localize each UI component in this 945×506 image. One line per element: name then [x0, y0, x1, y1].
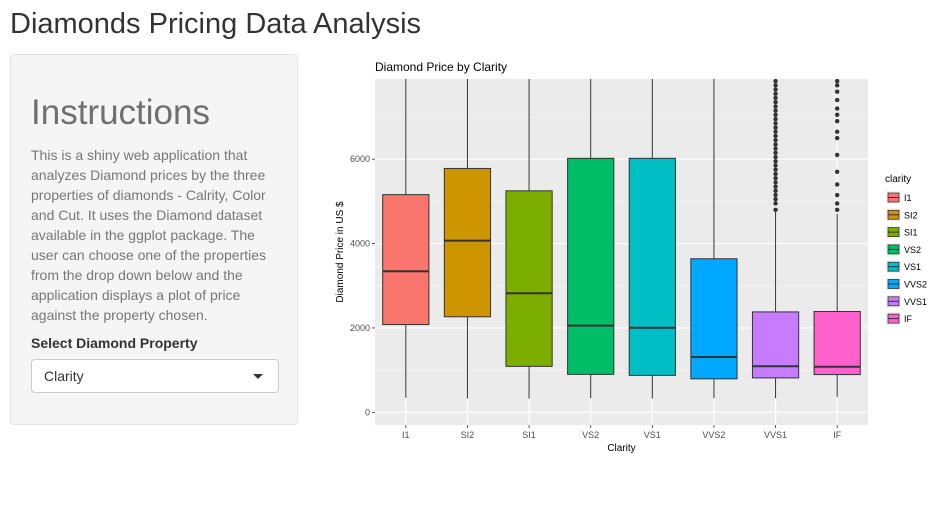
property-select-value: Clarity	[44, 368, 84, 384]
page-title: Diamonds Pricing Data Analysis	[10, 8, 422, 40]
legend-label: IF	[904, 314, 913, 324]
legend-label: SI2	[904, 210, 918, 220]
box-IF	[813, 310, 861, 376]
outlier-point	[773, 125, 778, 130]
outlier-point	[773, 108, 778, 113]
legend-label: VS2	[904, 245, 921, 255]
x-tick-label: VS2	[582, 430, 599, 440]
outlier-point	[773, 154, 778, 160]
outlier-point	[834, 106, 840, 111]
price-plot: Diamond Price by Clarity 0 2000 4000 6000 I1 S…	[325, 55, 940, 460]
outlier-point	[834, 118, 840, 124]
y-tick-label: 6000	[350, 154, 370, 164]
outlier-point	[773, 175, 778, 181]
x-tick-label: SI1	[522, 430, 536, 440]
outlier-point	[834, 83, 840, 88]
x-axis-title: Clarity	[607, 443, 635, 454]
outlier-point	[773, 150, 778, 156]
outlier-point	[773, 207, 778, 213]
x-tick-label: SI2	[461, 430, 475, 440]
x-tick-label: VS1	[644, 430, 661, 440]
x-tick-label: IF	[833, 430, 842, 440]
outlier-point	[834, 169, 840, 175]
y-tick-label: 0	[365, 407, 370, 417]
outlier-point	[773, 87, 778, 92]
sidebar-panel: Instructions This is a shiny web applica…	[10, 54, 298, 425]
outlier-point	[834, 201, 840, 206]
outlier-point	[773, 188, 778, 194]
y-tick-label: 4000	[350, 239, 370, 249]
y-tick-label: 2000	[350, 323, 370, 333]
outlier-point	[773, 142, 778, 147]
legend-title: clarity	[885, 174, 911, 185]
outlier-point	[773, 180, 778, 185]
x-tick-label: I1	[402, 430, 410, 440]
outlier-point	[834, 192, 840, 198]
outlier-point	[773, 201, 778, 206]
box-VVS2	[690, 258, 738, 380]
outlier-point	[773, 163, 778, 168]
outlier-point	[773, 159, 778, 164]
chevron-down-icon	[253, 374, 263, 379]
legend-label: VVS1	[904, 297, 927, 307]
x-tick-label: VVS2	[702, 430, 725, 440]
x-tick-label: VVS1	[764, 430, 787, 440]
chart-title: Diamond Price by Clarity	[375, 60, 507, 74]
property-select[interactable]: Clarity	[31, 359, 279, 393]
outlier-point	[773, 167, 778, 172]
outlier-point	[773, 78, 778, 84]
legend-label: I1	[904, 193, 912, 203]
outlier-point	[834, 78, 840, 84]
outlier-point	[834, 89, 840, 94]
box-SI2	[443, 167, 492, 318]
outlier-point	[834, 182, 840, 187]
boxplot-chart: Diamond Price by Clarity 0 2000 4000 6000 I1 S…	[335, 60, 927, 454]
outlier-point	[834, 129, 840, 134]
outlier-point	[773, 83, 778, 88]
legend-label: VVS2	[904, 280, 927, 290]
outlier-point	[773, 171, 778, 177]
outlier-point	[773, 116, 778, 122]
legend-label: VS1	[904, 262, 921, 272]
box-VS2	[567, 157, 615, 375]
y-axis-title: Diamond Price in US $	[335, 201, 346, 303]
outlier-point	[773, 104, 778, 109]
outlier-point	[773, 129, 778, 134]
box-VVS1	[751, 311, 800, 379]
box-I1	[382, 194, 430, 326]
outlier-point	[773, 112, 778, 118]
outlier-point	[773, 137, 778, 143]
legend-label: SI1	[904, 228, 918, 238]
outlier-point	[834, 152, 840, 158]
outlier-point	[773, 100, 778, 105]
outlier-point	[773, 197, 778, 202]
outlier-point	[773, 192, 778, 198]
instructions-heading: Instructions	[31, 93, 210, 132]
outlier-point	[834, 135, 840, 141]
outlier-point	[773, 121, 778, 126]
outlier-point	[773, 95, 778, 101]
outlier-point	[773, 133, 778, 139]
outlier-point	[773, 91, 778, 96]
outlier-point	[773, 146, 778, 151]
instructions-text: This is a shiny web application that ana…	[31, 147, 267, 323]
outlier-point	[834, 112, 840, 118]
outlier-point	[834, 97, 840, 103]
box-VS1	[628, 157, 676, 376]
outlier-point	[834, 207, 840, 213]
select-label: Select Diamond Property	[31, 335, 198, 351]
box-SI1	[505, 190, 553, 367]
outlier-point	[773, 184, 778, 189]
